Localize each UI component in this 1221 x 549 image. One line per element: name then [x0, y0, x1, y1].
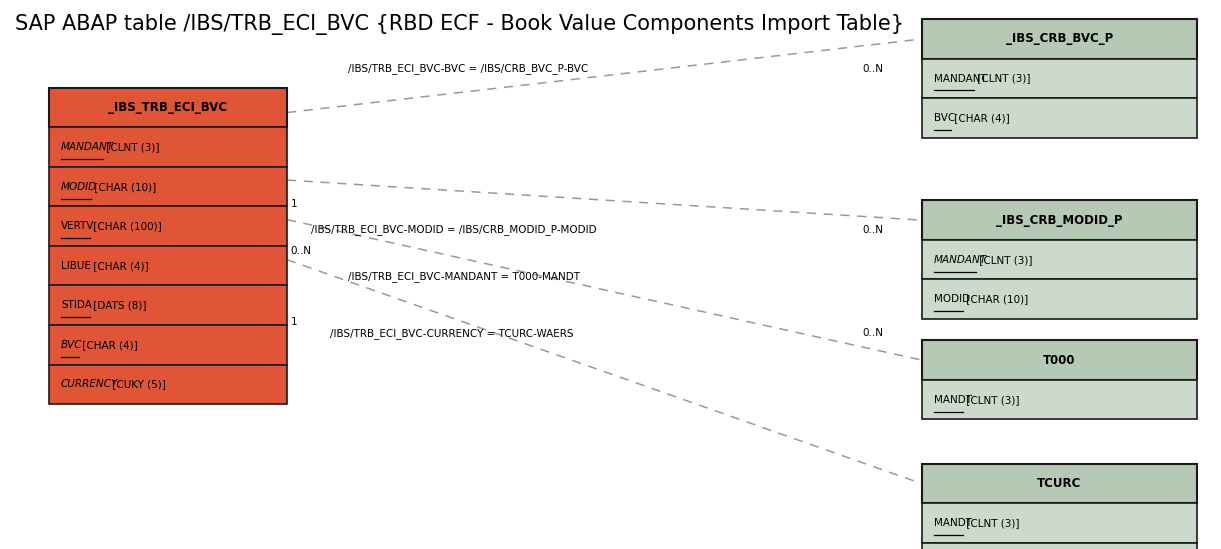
Bar [922, 98, 1197, 138]
Bar [922, 380, 1197, 419]
Text: [CLNT (3)]: [CLNT (3)] [962, 395, 1020, 405]
Bar [49, 127, 287, 167]
Text: 0..N: 0..N [862, 328, 883, 338]
Text: MANDANT: MANDANT [61, 142, 115, 152]
Text: 1: 1 [291, 199, 297, 209]
Text: [CHAR (10)]: [CHAR (10)] [962, 294, 1028, 304]
Text: CURRENCY: CURRENCY [61, 379, 118, 389]
Text: [CLNT (3)]: [CLNT (3)] [974, 74, 1031, 83]
Text: [CHAR (10)]: [CHAR (10)] [92, 182, 156, 192]
Bar [922, 279, 1197, 319]
Text: SAP ABAP table /IBS/TRB_ECI_BVC {RBD ECF - Book Value Components Import Table}: SAP ABAP table /IBS/TRB_ECI_BVC {RBD ECF… [15, 14, 904, 35]
Text: [CHAR (4)]: [CHAR (4)] [951, 113, 1010, 123]
Text: [CHAR (4)]: [CHAR (4)] [89, 261, 149, 271]
Bar [49, 167, 287, 206]
Bar [922, 59, 1197, 98]
Bar [922, 464, 1197, 503]
Bar [49, 365, 287, 404]
Text: STIDA: STIDA [61, 300, 92, 310]
Text: TCURC: TCURC [1037, 477, 1082, 490]
Bar [922, 543, 1197, 549]
Text: MODID: MODID [61, 182, 98, 192]
Text: 0..N: 0..N [862, 64, 883, 74]
Text: MANDANT: MANDANT [934, 255, 988, 265]
Text: _IBS_TRB_ECI_BVC: _IBS_TRB_ECI_BVC [109, 101, 227, 114]
Bar [922, 19, 1197, 59]
Text: LIBUE: LIBUE [61, 261, 90, 271]
Text: 0..N: 0..N [291, 247, 311, 256]
Text: [DATS (8)]: [DATS (8)] [89, 300, 147, 310]
Text: MANDT: MANDT [934, 395, 972, 405]
Text: /IBS/TRB_ECI_BVC-CURRENCY = TCURC-WAERS: /IBS/TRB_ECI_BVC-CURRENCY = TCURC-WAERS [330, 328, 573, 339]
Bar [49, 206, 287, 246]
Bar [922, 240, 1197, 279]
Bar [922, 200, 1197, 240]
Text: _IBS_CRB_MODID_P: _IBS_CRB_MODID_P [996, 214, 1122, 227]
Text: VERTV: VERTV [61, 221, 94, 231]
Text: MODID: MODID [934, 294, 971, 304]
Text: _IBS_CRB_BVC_P: _IBS_CRB_BVC_P [1006, 32, 1112, 46]
Text: [CLNT (3)]: [CLNT (3)] [976, 255, 1033, 265]
Text: T000: T000 [1043, 354, 1076, 367]
Bar [49, 88, 287, 127]
Text: /IBS/TRB_ECI_BVC-BVC = /IBS/CRB_BVC_P-BVC: /IBS/TRB_ECI_BVC-BVC = /IBS/CRB_BVC_P-BV… [348, 63, 589, 74]
Text: 0..N: 0..N [862, 225, 883, 235]
Text: BVC: BVC [61, 340, 83, 350]
Text: MANDANT: MANDANT [934, 74, 987, 83]
Bar [922, 340, 1197, 380]
Text: BVC: BVC [934, 113, 955, 123]
Text: MANDT: MANDT [934, 518, 972, 528]
Bar [922, 503, 1197, 543]
Text: /IBS/TRB_ECI_BVC-MODID = /IBS/CRB_MODID_P-MODID: /IBS/TRB_ECI_BVC-MODID = /IBS/CRB_MODID_… [311, 225, 597, 236]
Text: [CHAR (4)]: [CHAR (4)] [79, 340, 138, 350]
Text: 1: 1 [291, 317, 297, 327]
Text: /IBS/TRB_ECI_BVC-MANDANT = T000-MANDT: /IBS/TRB_ECI_BVC-MANDANT = T000-MANDT [348, 271, 580, 282]
Text: [CLNT (3)]: [CLNT (3)] [962, 518, 1020, 528]
Text: [CLNT (3)]: [CLNT (3)] [103, 142, 160, 152]
Text: [CUKY (5)]: [CUKY (5)] [109, 379, 166, 389]
Text: [CHAR (100)]: [CHAR (100)] [89, 221, 161, 231]
Bar [49, 325, 287, 365]
Bar [49, 285, 287, 325]
Bar [49, 246, 287, 285]
